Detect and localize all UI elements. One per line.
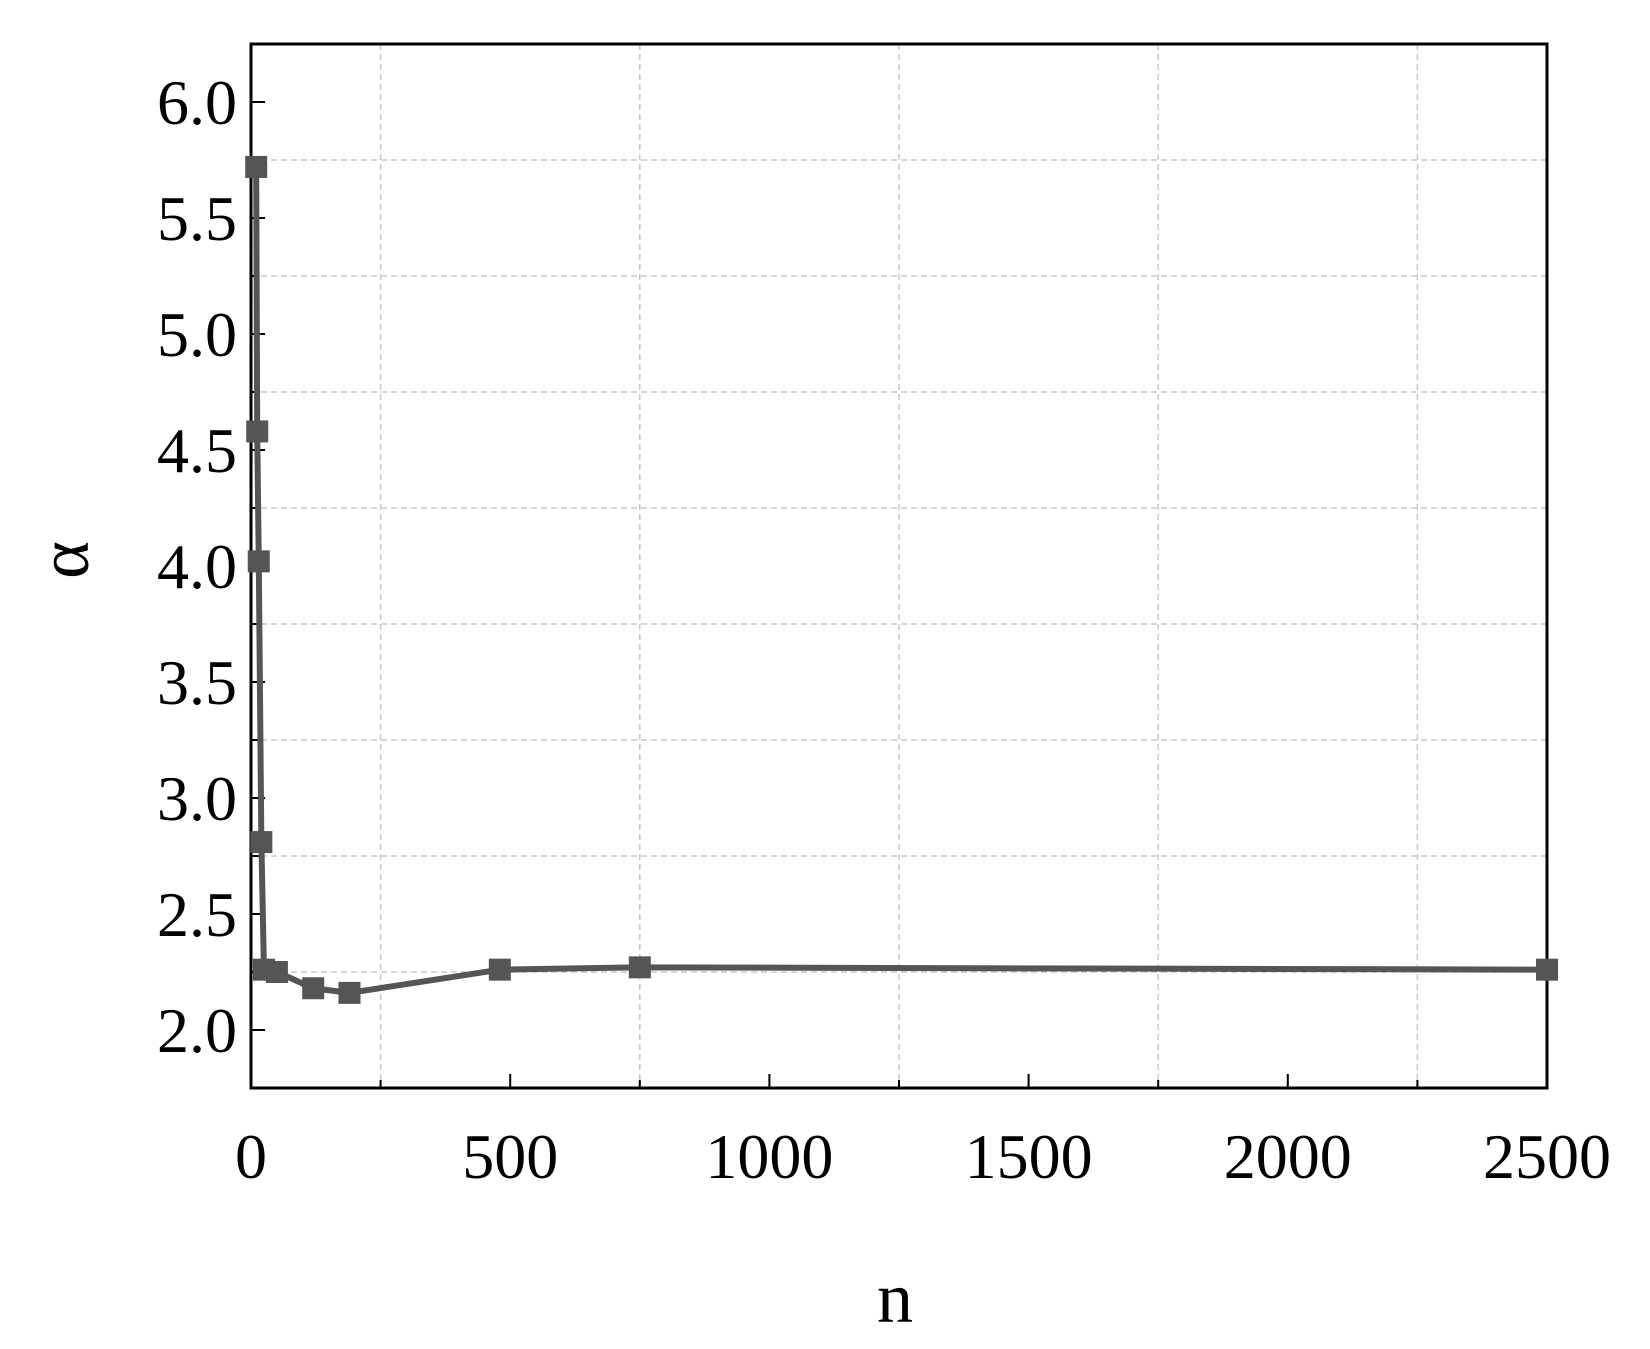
data-point <box>628 956 651 979</box>
y-tick-label: 4.0 <box>157 531 237 602</box>
y-tick-label: 2.0 <box>157 995 237 1066</box>
y-tick-label: 5.0 <box>157 299 237 370</box>
x-tick-label: 1500 <box>965 1121 1093 1192</box>
x-tick-label: 2000 <box>1224 1121 1352 1192</box>
y-tick-label: 4.5 <box>157 415 237 486</box>
data-point <box>302 977 325 1000</box>
y-tick-label: 6.0 <box>157 67 237 138</box>
y-tick-label: 2.5 <box>157 879 237 950</box>
x-tick-label: 500 <box>462 1121 558 1192</box>
data-point <box>265 961 288 983</box>
data-point <box>1536 958 1558 981</box>
data-point <box>488 958 511 981</box>
data-point <box>247 550 270 573</box>
data-line <box>253 166 1548 996</box>
y-tick-label: 5.5 <box>157 183 237 254</box>
y-tick-label: 3.5 <box>157 647 237 718</box>
x-tick-label: 1000 <box>705 1121 833 1192</box>
x-axis-label: n <box>877 1258 913 1338</box>
data-point <box>246 420 269 443</box>
y-axis-label: α <box>24 541 104 579</box>
data-point <box>250 831 273 854</box>
data-point <box>338 981 361 1004</box>
x-tick-label: 2500 <box>1483 1121 1611 1192</box>
data-point <box>245 155 268 178</box>
y-tick-label: 3.0 <box>157 763 237 834</box>
x-tick-label: 0 <box>235 1121 267 1192</box>
